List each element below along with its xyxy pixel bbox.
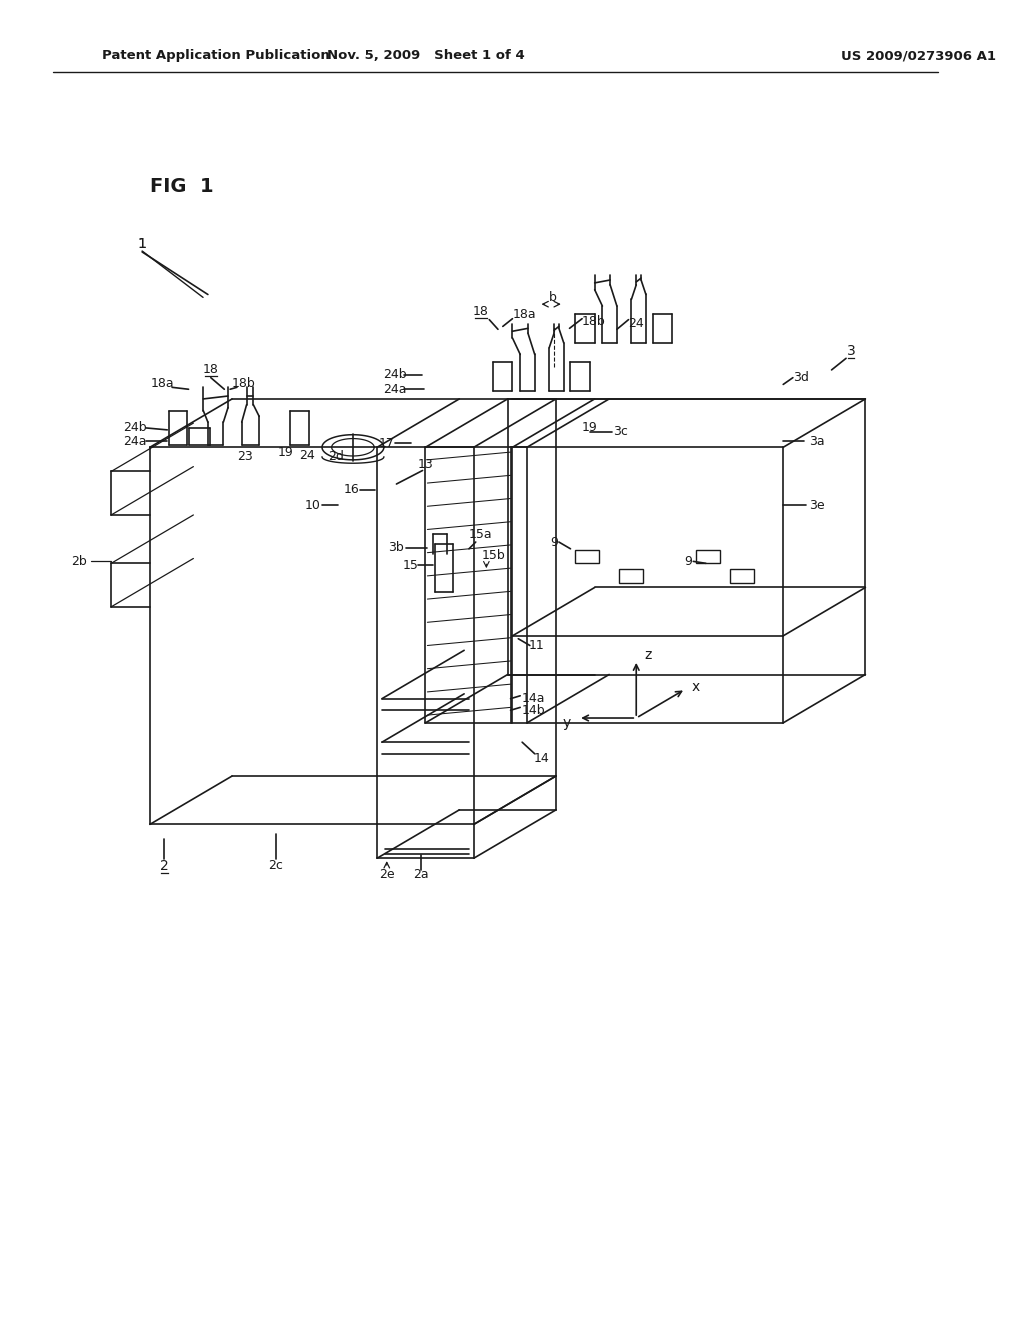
Text: z: z xyxy=(644,648,651,663)
Text: 9: 9 xyxy=(684,554,692,568)
Text: 18: 18 xyxy=(473,305,488,318)
Text: 11: 11 xyxy=(528,639,545,652)
Text: 23: 23 xyxy=(237,450,253,463)
Text: US 2009/0273906 A1: US 2009/0273906 A1 xyxy=(842,49,996,62)
Text: 3c: 3c xyxy=(613,425,628,438)
Text: 2b: 2b xyxy=(72,554,87,568)
Text: 3: 3 xyxy=(847,343,855,358)
Text: 18: 18 xyxy=(203,363,219,376)
Text: 15b: 15b xyxy=(481,549,505,562)
Text: 24: 24 xyxy=(300,449,315,462)
Text: 18a: 18a xyxy=(151,378,174,389)
Text: 3e: 3e xyxy=(809,499,825,512)
Text: 18b: 18b xyxy=(231,378,256,389)
Text: 19: 19 xyxy=(582,421,598,434)
Text: 24a: 24a xyxy=(124,436,147,447)
Text: 2d: 2d xyxy=(329,450,344,463)
Text: 17: 17 xyxy=(379,437,394,450)
Text: 1: 1 xyxy=(137,238,146,251)
Text: 24b: 24b xyxy=(124,421,147,434)
Text: 15: 15 xyxy=(403,558,419,572)
Text: 24a: 24a xyxy=(383,383,407,396)
Text: 19: 19 xyxy=(278,446,293,458)
Text: 15a: 15a xyxy=(469,528,493,541)
Text: 18a: 18a xyxy=(512,309,536,321)
Text: y: y xyxy=(562,715,570,730)
Text: 24b: 24b xyxy=(383,368,407,381)
Text: 1: 1 xyxy=(137,238,146,251)
Text: 2c: 2c xyxy=(268,859,283,873)
Text: 24: 24 xyxy=(629,317,644,330)
Text: Patent Application Publication: Patent Application Publication xyxy=(101,49,330,62)
Text: b: b xyxy=(549,290,557,304)
Text: 3d: 3d xyxy=(793,371,809,384)
Text: FIG  1: FIG 1 xyxy=(150,177,213,195)
Text: 10: 10 xyxy=(304,499,321,512)
Text: 9: 9 xyxy=(550,536,558,549)
Text: Nov. 5, 2009   Sheet 1 of 4: Nov. 5, 2009 Sheet 1 of 4 xyxy=(327,49,524,62)
Text: 2a: 2a xyxy=(413,869,428,882)
Text: 13: 13 xyxy=(418,458,433,471)
Text: 14: 14 xyxy=(534,752,549,766)
Text: 18b: 18b xyxy=(582,315,605,329)
Text: 2: 2 xyxy=(160,859,169,873)
Text: x: x xyxy=(692,680,700,694)
Text: 16: 16 xyxy=(344,483,359,496)
Text: 3a: 3a xyxy=(809,436,825,447)
Text: 14b: 14b xyxy=(522,704,546,717)
Text: 14a: 14a xyxy=(522,692,546,705)
Text: 3b: 3b xyxy=(388,541,404,554)
Text: 2e: 2e xyxy=(379,869,394,882)
